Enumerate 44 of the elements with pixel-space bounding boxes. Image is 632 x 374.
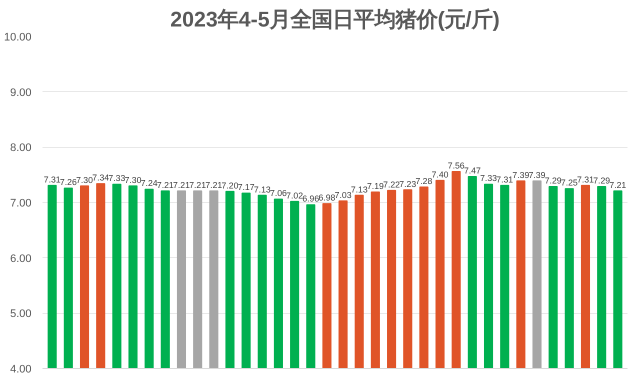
data-label: 7.39 [512, 170, 530, 180]
data-label: 7.56 [448, 160, 465, 171]
data-label: 7.21 [173, 180, 190, 190]
data-label: 6.98 [318, 192, 336, 203]
data-label: 7.02 [286, 190, 304, 200]
data-label: 7.29 [593, 175, 610, 186]
y-tick-label: 10.00 [4, 32, 32, 44]
y-tick-label: 5.00 [10, 308, 32, 320]
data-label: 7.26 [60, 177, 77, 188]
data-label: 7.40 [432, 169, 449, 180]
data-label: 7.25 [560, 178, 578, 188]
data-label: 7.31 [44, 174, 61, 184]
data-label: 7.06 [270, 188, 288, 198]
data-label: 7.33 [108, 173, 126, 184]
y-tick-label: 8.00 [10, 142, 32, 154]
y-tick-label: 6.00 [10, 252, 32, 265]
data-label: 7.20 [222, 180, 239, 190]
data-label: 7.31 [577, 174, 594, 184]
data-label: 7.47 [464, 165, 481, 176]
data-label: 7.33 [480, 173, 498, 184]
data-label: 7.21 [156, 180, 174, 190]
data-label: 7.21 [189, 180, 206, 190]
data-label: 7.17 [238, 182, 255, 192]
data-label: 7.13 [350, 184, 368, 194]
chart-title: 2023年4-5月全国日平均猪价(元/斤) [170, 8, 500, 32]
data-label: 7.31 [496, 174, 514, 184]
data-label: 7.29 [544, 175, 562, 186]
data-label: 7.30 [124, 174, 142, 185]
data-label: 7.39 [528, 170, 546, 180]
y-tick-label: 9.00 [10, 86, 32, 99]
data-label: 7.24 [140, 178, 158, 188]
data-label: 7.22 [383, 179, 400, 190]
data-label: 6.96 [302, 194, 320, 204]
data-label: 7.28 [415, 176, 432, 186]
data-label: 7.21 [205, 180, 222, 190]
data-label: 7.34 [92, 172, 110, 183]
data-label: 7.19 [366, 180, 384, 191]
data-label: 7.03 [334, 190, 352, 200]
data-label: 7.13 [254, 184, 271, 194]
data-label: 7.30 [76, 174, 94, 185]
y-tick-label: 7.00 [10, 198, 32, 210]
y-tick-label: 4.00 [10, 364, 32, 374]
data-label: 7.23 [399, 178, 416, 189]
data-label: 7.21 [609, 180, 626, 190]
